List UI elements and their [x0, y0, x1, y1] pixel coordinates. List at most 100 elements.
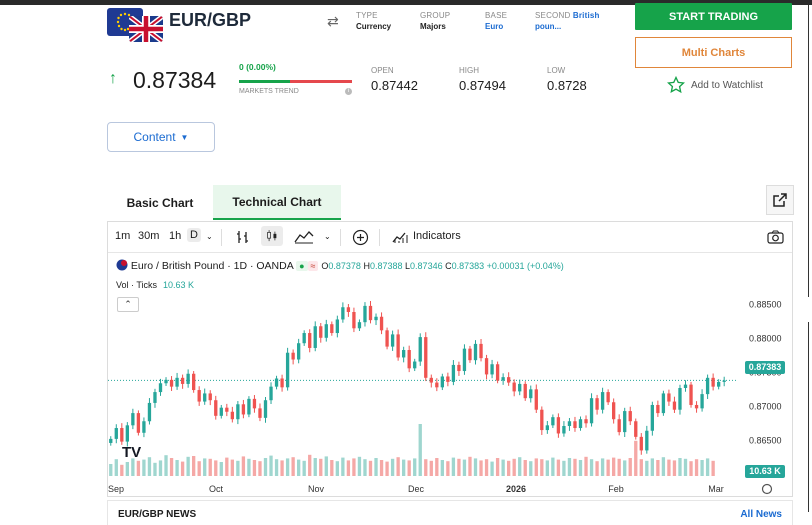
volume-value: 10.63 K [163, 280, 195, 290]
legend-compare-icon[interactable]: ≈ [307, 261, 319, 271]
candle-body [153, 392, 157, 403]
candle-body [407, 350, 411, 369]
external-link-icon [773, 193, 787, 207]
open-label: OPEN [371, 66, 394, 75]
interval-d[interactable]: D [187, 228, 201, 242]
interval-1h[interactable]: 1h [169, 230, 182, 242]
candle-body [689, 384, 693, 405]
candle-body [203, 393, 207, 402]
candle-body [335, 319, 339, 334]
volume-bar [435, 458, 439, 476]
candle-body [390, 334, 395, 347]
candle-body [219, 407, 223, 416]
swap-icon[interactable]: ⇄ [327, 13, 339, 29]
area-chart-style-icon[interactable] [294, 230, 314, 244]
tradingview-logo-icon: TV [122, 444, 141, 461]
y-tick-label: 0.88500 [749, 300, 782, 310]
meta-second: SECOND British poun... [535, 10, 600, 32]
price-chart-canvas[interactable]: 0.885000.880000.875000.870000.86500SepOc… [108, 254, 792, 498]
candle-body [661, 393, 666, 414]
volume-bar [634, 440, 638, 476]
legend-c-value: 0.87383 [451, 261, 485, 271]
meta-group: GROUP Majors [420, 10, 450, 32]
tab-technical-chart[interactable]: Technical Chart [213, 185, 341, 220]
bar-chart-style-icon[interactable] [235, 229, 251, 245]
candle-body [529, 389, 533, 399]
volume-bar [208, 458, 212, 476]
legend-h-value: 0.87388 [369, 261, 403, 271]
interval-30m[interactable]: 30m [138, 230, 160, 242]
candle-body [650, 404, 654, 431]
pair-title: EUR/GBP [169, 10, 252, 30]
candle-body [258, 408, 262, 418]
markets-trend-bar [239, 80, 352, 83]
volume-bar [650, 458, 654, 476]
currency-flags [107, 8, 163, 42]
candle-body [385, 330, 389, 347]
volume-bar [667, 459, 671, 476]
candle-body [501, 377, 505, 381]
candle-body [595, 398, 599, 410]
collapse-legend-button[interactable]: ⌃ [117, 297, 139, 312]
volume-bar [186, 456, 190, 476]
x-tick-label: Mar [708, 484, 724, 494]
volume-bar [495, 458, 500, 476]
indicators-button[interactable]: Indicators [413, 230, 461, 242]
style-chevron-icon[interactable]: ⌄ [324, 232, 331, 241]
last-price-badge: 0.87383 [745, 361, 785, 374]
meta-type-value: Currency [356, 22, 392, 31]
candle-body [429, 377, 433, 383]
interval-chevron-icon[interactable]: ⌄ [206, 232, 213, 241]
legend-change: +0.00031 (+0.04%) [486, 261, 564, 271]
candle-body [175, 377, 179, 387]
volume-bar [672, 460, 677, 476]
volume-bar [357, 456, 362, 476]
volume-bar [606, 459, 610, 476]
tab-basic-chart[interactable]: Basic Chart [126, 195, 194, 210]
meta-base-value[interactable]: Euro [485, 22, 504, 31]
volume-label: Vol · Ticks [116, 280, 158, 290]
symbol-logo-icon [116, 259, 128, 271]
volume-bar [136, 460, 141, 476]
meta-type: TYPE Currency [356, 10, 391, 32]
candle-body [617, 419, 621, 433]
candle-body [473, 343, 478, 361]
legend-h-label: H [363, 261, 370, 271]
meta-second-value[interactable]: poun... [535, 22, 562, 31]
volume-bar [308, 454, 312, 476]
volume-bar [418, 424, 422, 476]
candle-body [435, 382, 439, 388]
volume-bar [413, 458, 417, 476]
volume-bar [639, 459, 643, 476]
content-dropdown-button[interactable]: Content ▼ [107, 122, 215, 152]
candle-body [319, 326, 323, 338]
indicators-icon[interactable] [392, 230, 408, 244]
add-compare-icon[interactable] [352, 229, 369, 246]
candle-body [606, 392, 610, 403]
volume-bar [523, 460, 527, 476]
x-tick-label: 2026 [506, 484, 526, 494]
meta-second-value-inline[interactable]: British [572, 11, 600, 20]
candle-body [114, 428, 118, 439]
volume-bar [324, 456, 328, 476]
all-news-link[interactable]: All News [740, 509, 782, 520]
volume-bar [175, 460, 179, 476]
info-icon[interactable]: i [345, 88, 352, 95]
meta-base-label: BASE [485, 11, 508, 20]
interval-1m[interactable]: 1m [115, 230, 131, 242]
start-trading-button[interactable]: START TRADING [635, 3, 792, 30]
open-external-button[interactable] [766, 185, 794, 215]
axis-settings-icon[interactable] [761, 483, 773, 495]
legend-ohlc: O0.87378 H0.87388 L0.87346 C0.87383 +0.0… [321, 261, 563, 271]
candle-body [197, 390, 201, 402]
volume-bar [197, 461, 201, 476]
candle-body [285, 352, 290, 388]
multi-charts-button[interactable]: Multi Charts [635, 37, 792, 68]
candle-body [623, 411, 627, 433]
camera-icon[interactable] [767, 230, 784, 244]
candlestick-style-icon[interactable] [261, 226, 283, 246]
candle-body [534, 389, 538, 410]
markets-trend-fill [239, 80, 290, 83]
volume-bar [341, 457, 345, 476]
add-to-watchlist-button[interactable]: Add to Watchlist [667, 76, 763, 94]
